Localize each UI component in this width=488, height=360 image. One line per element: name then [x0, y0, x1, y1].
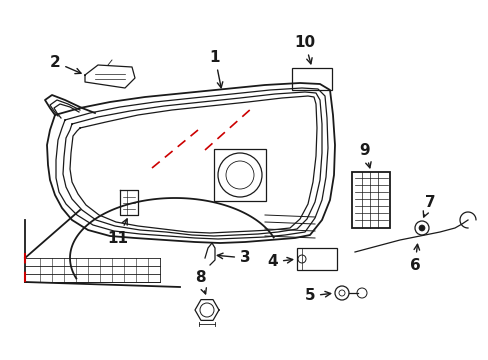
Text: 3: 3	[217, 251, 250, 266]
Text: 10: 10	[294, 35, 315, 64]
Text: 2: 2	[49, 54, 81, 73]
Bar	[291, 68, 331, 90]
Bar	[296, 248, 336, 270]
Text: 4: 4	[267, 255, 292, 270]
Text: 8: 8	[194, 270, 206, 294]
Text: 11: 11	[107, 219, 128, 246]
Text: 5: 5	[304, 288, 330, 303]
Text: 1: 1	[209, 50, 223, 88]
Text: 9: 9	[359, 143, 370, 168]
Text: 6: 6	[409, 244, 420, 273]
Bar	[351, 172, 389, 228]
Circle shape	[418, 225, 424, 231]
Bar	[214, 149, 265, 201]
Text: 7: 7	[423, 194, 434, 217]
